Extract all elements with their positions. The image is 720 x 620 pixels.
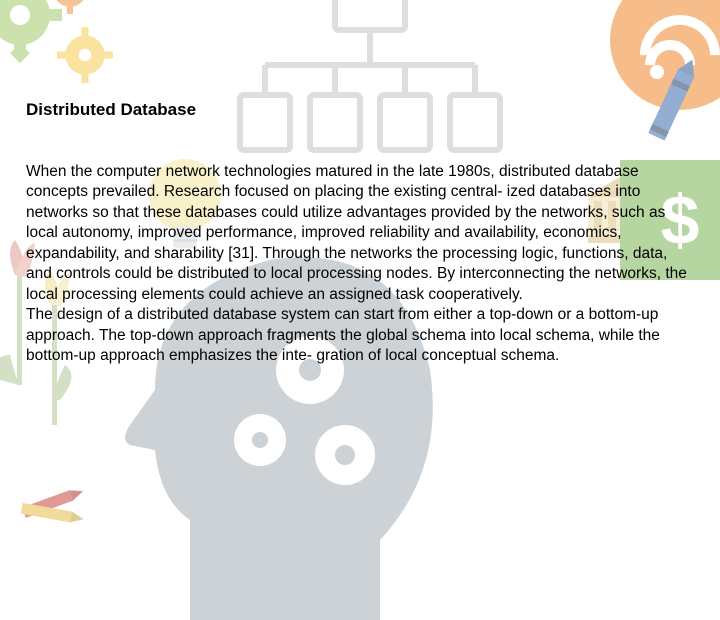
slide-content: Distributed Database When the computer n… (26, 100, 690, 367)
slide-body: When the computer network technologies m… (26, 162, 690, 367)
slide-title: Distributed Database (26, 100, 690, 120)
crayons-icon (18, 477, 98, 532)
